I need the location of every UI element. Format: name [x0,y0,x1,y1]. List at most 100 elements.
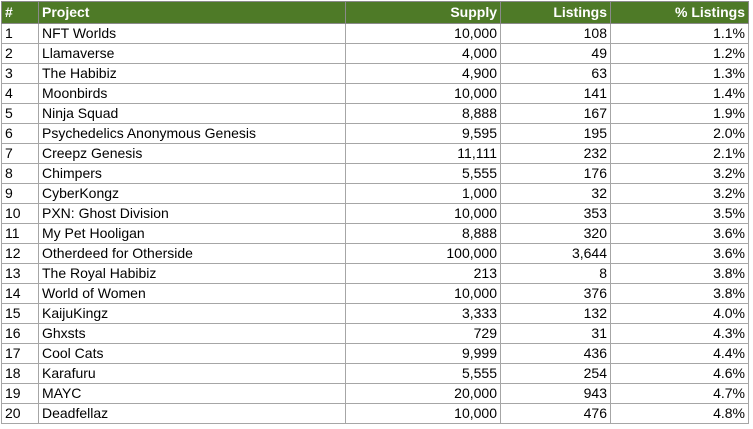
table-body: 1 NFT Worlds 10,000 108 1.1% 2 Llamaverse 4,000… [1,23,749,424]
project-cell: Karafuru [38,363,346,384]
header-cell: % Listings [610,1,749,24]
percent-listings-cell: 1.4% [610,83,749,104]
project-cell: Creepz Genesis [38,143,346,164]
supply-cell: 3,333 [345,303,501,324]
table-row: 4 Moonbirds 10,000 141 1.4% [1,83,749,104]
percent-listings-cell: 4.8% [610,403,749,424]
table-row: 18 Karafuru 5,555 254 4.6% [1,363,749,384]
table-row: 10 PXN: Ghost Division 10,000 353 3.5% [1,203,749,224]
supply-cell: 213 [345,263,501,284]
listings-cell: 141 [500,83,611,104]
table-row: 11 My Pet Hooligan 8,888 320 3.6% [1,223,749,244]
header-cell: Supply [345,1,501,24]
table-row: 3 The Habibiz 4,900 63 1.3% [1,63,749,84]
project-cell: Psychedelics Anonymous Genesis [38,123,346,144]
table-row: 15 KaijuKingz 3,333 132 4.0% [1,303,749,324]
listings-cell: 943 [500,383,611,404]
row-number-cell: 19 [1,383,39,404]
project-cell: The Habibiz [38,63,346,84]
listings-cell: 167 [500,103,611,124]
percent-listings-cell: 1.9% [610,103,749,124]
project-cell: Ghxsts [38,323,346,344]
supply-cell: 10,000 [345,83,501,104]
listings-cell: 353 [500,203,611,224]
listings-cell: 320 [500,223,611,244]
supply-cell: 8,888 [345,223,501,244]
project-cell: MAYC [38,383,346,404]
supply-cell: 8,888 [345,103,501,124]
supply-cell: 5,555 [345,163,501,184]
supply-cell: 10,000 [345,203,501,224]
listings-cell: 195 [500,123,611,144]
supply-cell: 4,000 [345,43,501,64]
percent-listings-cell: 3.5% [610,203,749,224]
percent-listings-cell: 4.4% [610,343,749,364]
row-number-cell: 7 [1,143,39,164]
table-row: 16 Ghxsts 729 31 4.3% [1,323,749,344]
table-row: 19 MAYC 20,000 943 4.7% [1,383,749,404]
data-table: # Project Supply Listings% Listings 1 NFT Wo… [1,1,749,424]
table-row: 13 The Royal Habibiz 213 8 3.8% [1,263,749,284]
percent-listings-cell: 1.3% [610,63,749,84]
percent-listings-cell: 2.0% [610,123,749,144]
percent-listings-cell: 1.2% [610,43,749,64]
project-cell: Cool Cats [38,343,346,364]
supply-cell: 1,000 [345,183,501,204]
supply-cell: 729 [345,323,501,344]
supply-cell: 10,000 [345,283,501,304]
percent-listings-cell: 4.6% [610,363,749,384]
percent-listings-cell: 4.7% [610,383,749,404]
table-row: 1 NFT Worlds 10,000 108 1.1% [1,23,749,44]
header-cell: Listings [500,1,611,24]
row-number-cell: 20 [1,403,39,424]
project-cell: PXN: Ghost Division [38,203,346,224]
table-row: 9 CyberKongz 1,000 32 3.2% [1,183,749,204]
listings-cell: 8 [500,263,611,284]
listings-cell: 254 [500,363,611,384]
project-cell: World of Women [38,283,346,304]
supply-cell: 5,555 [345,363,501,384]
percent-listings-cell: 3.6% [610,223,749,244]
table-row: 6 Psychedelics Anonymous Genesis 9,595 195 2… [1,123,749,144]
row-number-cell: 10 [1,203,39,224]
row-number-cell: 17 [1,343,39,364]
row-number-cell: 18 [1,363,39,384]
row-number-cell: 4 [1,83,39,104]
row-number-cell: 14 [1,283,39,304]
supply-cell: 10,000 [345,23,501,44]
table-row: 7 Creepz Genesis 11,111 232 2.1% [1,143,749,164]
row-number-cell: 15 [1,303,39,324]
table-row: 14 World of Women 10,000 376 3.8% [1,283,749,304]
percent-listings-cell: 3.8% [610,283,749,304]
row-number-cell: 9 [1,183,39,204]
listings-cell: 49 [500,43,611,64]
listings-cell: 176 [500,163,611,184]
row-number-cell: 5 [1,103,39,124]
row-number-cell: 1 [1,23,39,44]
table-row: 5 Ninja Squad 8,888 167 1.9% [1,103,749,124]
listings-cell: 436 [500,343,611,364]
project-cell: Deadfellaz [38,403,346,424]
project-cell: KaijuKingz [38,303,346,324]
row-number-cell: 2 [1,43,39,64]
percent-listings-cell: 3.6% [610,243,749,264]
row-number-cell: 8 [1,163,39,184]
listings-cell: 31 [500,323,611,344]
listings-cell: 3,644 [500,243,611,264]
percent-listings-cell: 3.2% [610,163,749,184]
row-number-cell: 3 [1,63,39,84]
listings-cell: 476 [500,403,611,424]
row-number-cell: 16 [1,323,39,344]
supply-cell: 4,900 [345,63,501,84]
listings-cell: 232 [500,143,611,164]
project-cell: The Royal Habibiz [38,263,346,284]
project-cell: NFT Worlds [38,23,346,44]
supply-cell: 11,111 [345,143,501,164]
percent-listings-cell: 2.1% [610,143,749,164]
project-cell: Moonbirds [38,83,346,104]
percent-listings-cell: 4.3% [610,323,749,344]
project-cell: Otherdeed for Otherside [38,243,346,264]
project-cell: Chimpers [38,163,346,184]
row-number-cell: 12 [1,243,39,264]
listings-cell: 32 [500,183,611,204]
